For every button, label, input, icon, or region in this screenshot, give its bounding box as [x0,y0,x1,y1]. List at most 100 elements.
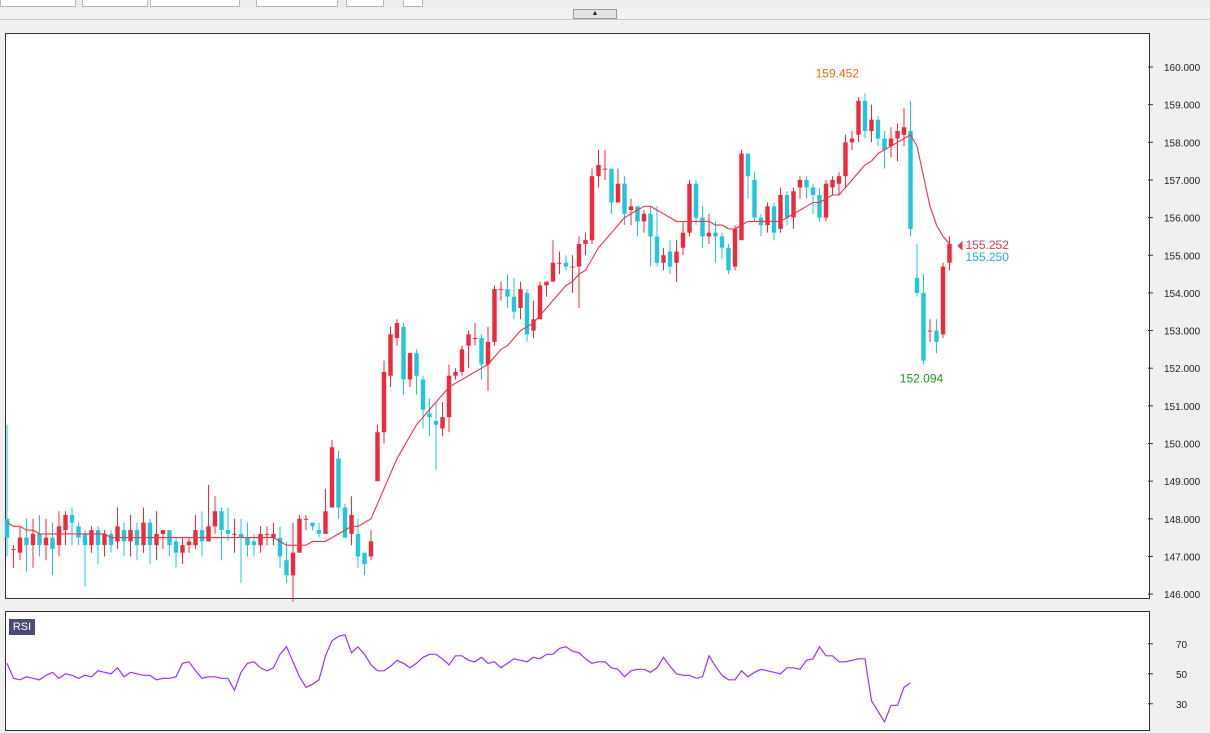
candle-body [778,195,783,229]
y-tick-label: 160.000 [1164,63,1201,74]
candle-body [50,537,55,549]
candle-body [531,319,536,331]
candle-body [82,533,88,546]
candle-body [219,511,224,531]
rsi-indicator-label[interactable]: RSI [9,619,35,635]
toolbar-field[interactable] [150,0,240,7]
candle-body [596,164,601,177]
collapse-up-icon: ▲ [591,10,599,17]
candle-body [459,349,465,372]
candle-body [693,183,699,218]
toolbar-field[interactable] [256,0,338,7]
candle-body [784,195,790,218]
candle-body [934,330,939,342]
candle-body [43,537,49,546]
candle-body [420,379,426,410]
y-tick-label: 151.000 [1164,402,1201,413]
candle-body [810,187,816,196]
candle-body [394,323,400,339]
candle-body [24,537,29,546]
candle-body [856,100,861,135]
candle-body [739,153,744,241]
candle-body [336,458,341,508]
candle-body [388,334,393,376]
y-tick-label: 156.000 [1164,214,1201,225]
y-tick-label: 157.000 [1164,176,1201,187]
candle-body [544,281,549,286]
candle-body [108,533,114,546]
candle-body [635,206,640,222]
candle-body [927,330,933,332]
candle-body [570,266,575,268]
y-tick-label: 155.000 [1164,251,1201,262]
candle-body [498,289,504,291]
candle-body [141,522,146,546]
candle-body [901,127,907,135]
candle-body [849,138,855,143]
candle-body [349,515,354,534]
candle-body [771,206,777,233]
candle-body [908,131,913,229]
candle-body [726,247,731,271]
candle-body [914,277,920,293]
candle-body [154,533,159,546]
candle-body [440,417,445,429]
candle-body [17,537,23,553]
collapse-panel-button[interactable]: ▲ [573,9,617,19]
candle-body [765,206,770,226]
candle-body [303,518,309,520]
rsi-tick-label: 50 [1176,670,1188,681]
candle-body [687,183,692,233]
candle-body [381,371,387,433]
candle-body [30,533,36,546]
rsi-tick-label: 30 [1176,700,1188,711]
price-chart-panel[interactable] [5,33,1150,599]
candle-body [89,530,94,546]
y-tick-label: 158.000 [1164,138,1201,149]
candle-body [453,371,458,376]
candle-body [63,515,68,531]
candle-body [511,296,517,312]
candle-body [316,530,322,534]
candle-body [940,266,946,335]
candle-body [862,100,868,132]
candle-body [485,341,491,365]
candle-body [505,289,510,297]
y-tick-label: 147.000 [1164,552,1201,563]
candle-body [76,526,81,538]
candle-body [277,537,283,557]
candle-body [199,530,205,542]
candle-body [56,526,62,546]
candle-body [830,179,835,188]
last-bid-price-label: 155.250 [966,250,1010,264]
toolbar-field[interactable] [0,0,76,7]
toolbar-field[interactable] [346,0,384,7]
candle-body [895,131,900,139]
candle-body [843,142,848,177]
candle-body [791,191,796,218]
last-close-price-label: 155.252 [966,238,1010,252]
y-tick-label: 149.000 [1164,477,1201,488]
candle-body [212,511,218,527]
toolbar-field[interactable] [403,0,423,7]
candle-body [245,537,250,546]
candle-body [102,533,107,546]
candle-body [752,179,757,218]
candle-body [550,262,556,282]
y-tick-label: 148.000 [1164,515,1201,526]
candle-body [329,447,335,508]
panel-divider: ▲ [0,8,1210,20]
candle-body [342,507,348,538]
candle-body [648,213,653,237]
y-tick-label: 153.000 [1164,327,1201,338]
candle-body [524,292,530,335]
candle-body [823,183,829,218]
candle-body [11,548,16,550]
candle-body [251,541,257,546]
candle-body [115,526,120,542]
toolbar-field[interactable] [82,0,148,7]
candle-body [173,541,179,553]
candle-body [433,420,439,425]
candle-body [427,413,432,418]
candle-body [797,179,803,188]
